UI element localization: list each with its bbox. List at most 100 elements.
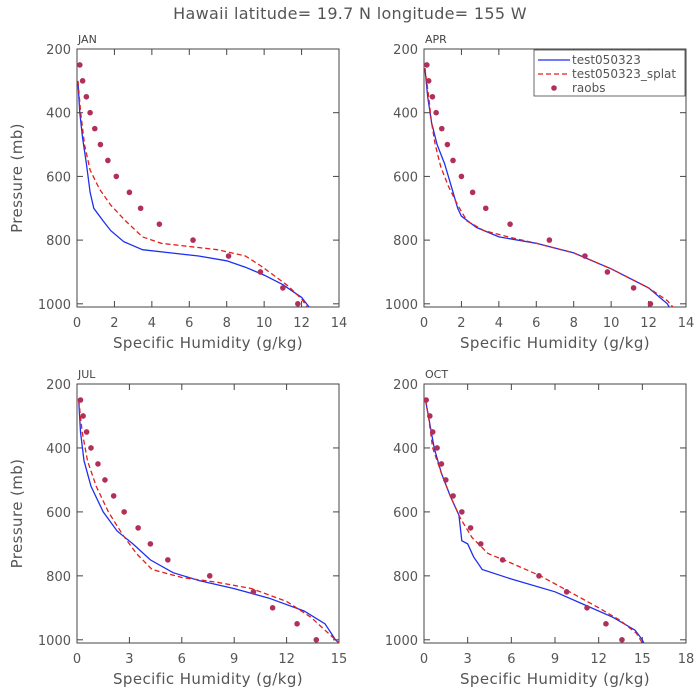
obs-point <box>424 62 430 68</box>
x-tick-label: 0 <box>73 652 81 667</box>
obs-point <box>110 493 117 499</box>
obs-point <box>438 125 445 132</box>
x-axis-label: Specific Humidity (g/kg) <box>113 334 303 352</box>
obs-point <box>427 413 433 419</box>
y-tick-label: 800 <box>393 234 418 249</box>
x-tick-label: 9 <box>230 652 238 667</box>
obs-point <box>137 205 144 212</box>
obs-point <box>477 541 484 547</box>
series-line-test050323 <box>77 80 310 307</box>
legend-label: test050323 <box>572 53 641 67</box>
obs-point <box>79 78 86 84</box>
plot-frame <box>76 383 340 644</box>
obs-point <box>434 445 440 451</box>
obs-point <box>647 301 654 307</box>
x-tick-label: 3 <box>125 652 133 667</box>
obs-point <box>429 429 436 435</box>
y-tick-label: 1000 <box>38 298 71 313</box>
panel-label: APR <box>425 33 447 46</box>
obs-point <box>147 541 154 547</box>
x-tick-label: 4 <box>495 316 503 331</box>
x-tick-label: 14 <box>331 316 348 331</box>
obs-point <box>459 509 465 515</box>
series-line-test050323_splat <box>424 68 674 307</box>
obs-point <box>294 621 300 627</box>
x-tick-label: 6 <box>532 316 540 331</box>
obs-point <box>443 477 449 483</box>
x-tick-label: 10 <box>256 316 273 331</box>
x-axis-label: Specific Humidity (g/kg) <box>460 334 650 352</box>
y-tick-label: 200 <box>393 378 418 393</box>
obs-point <box>469 189 476 196</box>
obs-point <box>250 589 257 595</box>
obs-point <box>97 141 104 148</box>
y-tick-label: 800 <box>393 570 418 585</box>
y-tick-label: 400 <box>393 107 418 122</box>
series-line-test050323 <box>424 68 670 307</box>
x-tick-label: 0 <box>420 652 428 667</box>
obs-point <box>619 637 625 643</box>
obs-point <box>121 509 127 515</box>
panel-label: JUL <box>77 368 96 381</box>
x-axis-label: Specific Humidity (g/kg) <box>460 670 650 688</box>
obs-point <box>467 525 474 531</box>
y-tick-label: 1000 <box>385 298 418 313</box>
obs-point <box>458 173 465 180</box>
panel-label: OCT <box>425 368 448 381</box>
obs-point <box>604 269 611 275</box>
x-tick-label: 12 <box>278 652 295 667</box>
y-tick-label: 600 <box>46 506 71 521</box>
plot-area <box>77 397 339 643</box>
obs-point <box>425 78 432 84</box>
obs-point <box>584 605 590 611</box>
x-tick-label: 12 <box>640 316 657 331</box>
x-tick-label: 4 <box>148 316 156 331</box>
obs-point <box>156 221 163 227</box>
x-tick-label: 0 <box>73 316 81 331</box>
obs-point <box>77 397 84 403</box>
y-tick-label: 800 <box>46 234 71 249</box>
panel-label: JAN <box>77 33 97 46</box>
obs-point <box>95 461 101 467</box>
obs-point <box>102 477 108 483</box>
x-tick-label: 2 <box>110 316 118 331</box>
plot-area <box>424 397 645 643</box>
x-tick-label: 18 <box>678 652 695 667</box>
y-tick-label: 600 <box>393 170 418 185</box>
obs-point <box>77 62 83 68</box>
x-tick-label: 0 <box>420 316 428 331</box>
obs-point <box>424 397 429 403</box>
obs-point <box>135 525 141 531</box>
obs-point <box>83 429 90 435</box>
x-tick-label: 15 <box>331 652 348 667</box>
plot-area <box>424 62 674 307</box>
obs-point <box>450 493 456 499</box>
y-tick-label: 400 <box>46 107 71 122</box>
obs-point <box>536 573 542 579</box>
plot-frame <box>76 48 340 308</box>
series-line-test050323_splat <box>78 399 339 643</box>
obs-point <box>280 285 286 291</box>
y-tick-label: 1000 <box>38 634 71 649</box>
obs-point <box>126 189 133 196</box>
y-tick-label: 1000 <box>385 634 418 649</box>
y-tick-label: 400 <box>46 442 71 457</box>
y-tick-label: 400 <box>393 442 418 457</box>
x-axis-label: Specific Humidity (g/kg) <box>113 670 303 688</box>
x-tick-label: 12 <box>590 652 607 667</box>
obs-point <box>257 269 264 275</box>
x-tick-label: 14 <box>678 316 695 331</box>
x-tick-label: 15 <box>634 652 651 667</box>
obs-point <box>295 301 301 307</box>
y-tick-label: 600 <box>393 506 418 521</box>
x-tick-label: 6 <box>507 652 515 667</box>
page-title: Hawaii latitude= 19.7 N longitude= 155 W <box>173 4 527 23</box>
x-tick-label: 6 <box>178 652 186 667</box>
x-tick-label: 3 <box>464 652 472 667</box>
legend-swatch-dot <box>551 85 557 91</box>
series-line-test050323_splat <box>424 399 643 643</box>
y-tick-label: 200 <box>393 43 418 58</box>
